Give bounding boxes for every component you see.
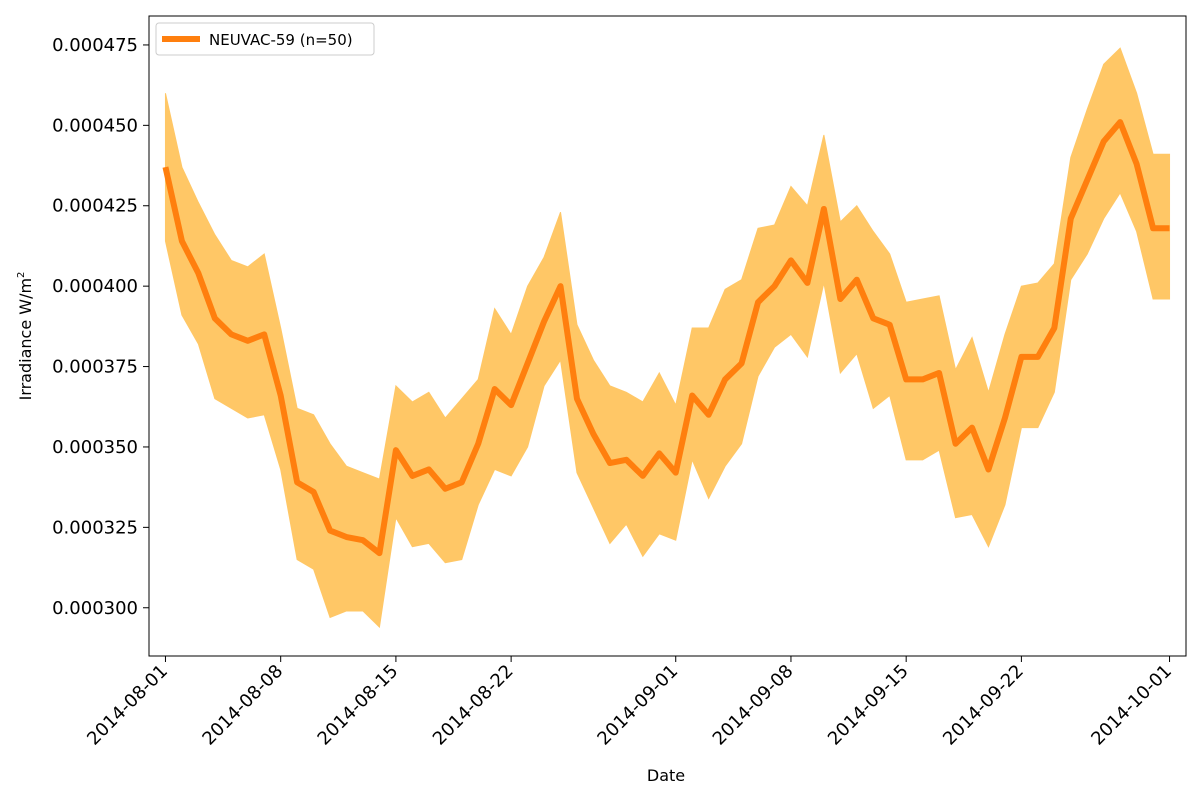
plot-frame [148, 15, 1187, 657]
y-axis-label-superscript: 2 [16, 272, 27, 278]
x-axis-label: Date [647, 766, 685, 785]
series-line-layer [162, 119, 1170, 557]
y-tick-label: 0.000425 [52, 196, 138, 217]
series-line [162, 119, 1170, 557]
y-tick-label: 0.000400 [52, 276, 138, 297]
y-tick-label: 0.000375 [52, 357, 138, 378]
legend-label: NEUVAC-59 (n=50) [209, 31, 353, 49]
uncertainty-band-layer [164, 47, 1171, 629]
legend-box [155, 22, 375, 56]
y-tick-label: 0.000450 [52, 115, 138, 136]
y-tick-label: 0.000300 [52, 598, 138, 619]
legend: NEUVAC-59 (n=50) [155, 22, 375, 56]
y-axis-ticks: 0.000300 0.000325 0.000350 0.000375 0.000400… [52, 35, 149, 619]
y-axis-label: Irradiance W/m2 [16, 272, 35, 401]
y-tick-label: 0.000350 [52, 437, 138, 458]
uncertainty-band [164, 47, 1171, 629]
y-axis-label-main: Irradiance W/m [16, 278, 35, 400]
y-tick-label: 0.000475 [52, 35, 138, 56]
y-tick-label: 0.000325 [52, 517, 138, 538]
